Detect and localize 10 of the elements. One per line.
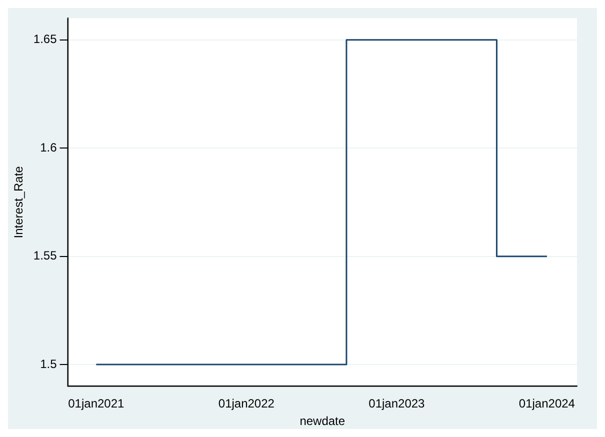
x-tick-label: 01jan2023 [368, 396, 426, 411]
y-tick-label: 1.5 [40, 356, 58, 371]
y-tick-label: 1.65 [33, 32, 58, 46]
x-tick-label: 01jan2024 [518, 396, 576, 411]
y-axis-title: Interest_Rate [12, 166, 26, 238]
y-tick-label: 1.6 [40, 140, 58, 154]
x-axis-title: newdate [300, 414, 346, 428]
y-tick-label: 1.55 [33, 248, 58, 263]
x-tick-label: 01jan2021 [68, 396, 125, 411]
x-tick-label: 01jan2022 [218, 396, 275, 411]
